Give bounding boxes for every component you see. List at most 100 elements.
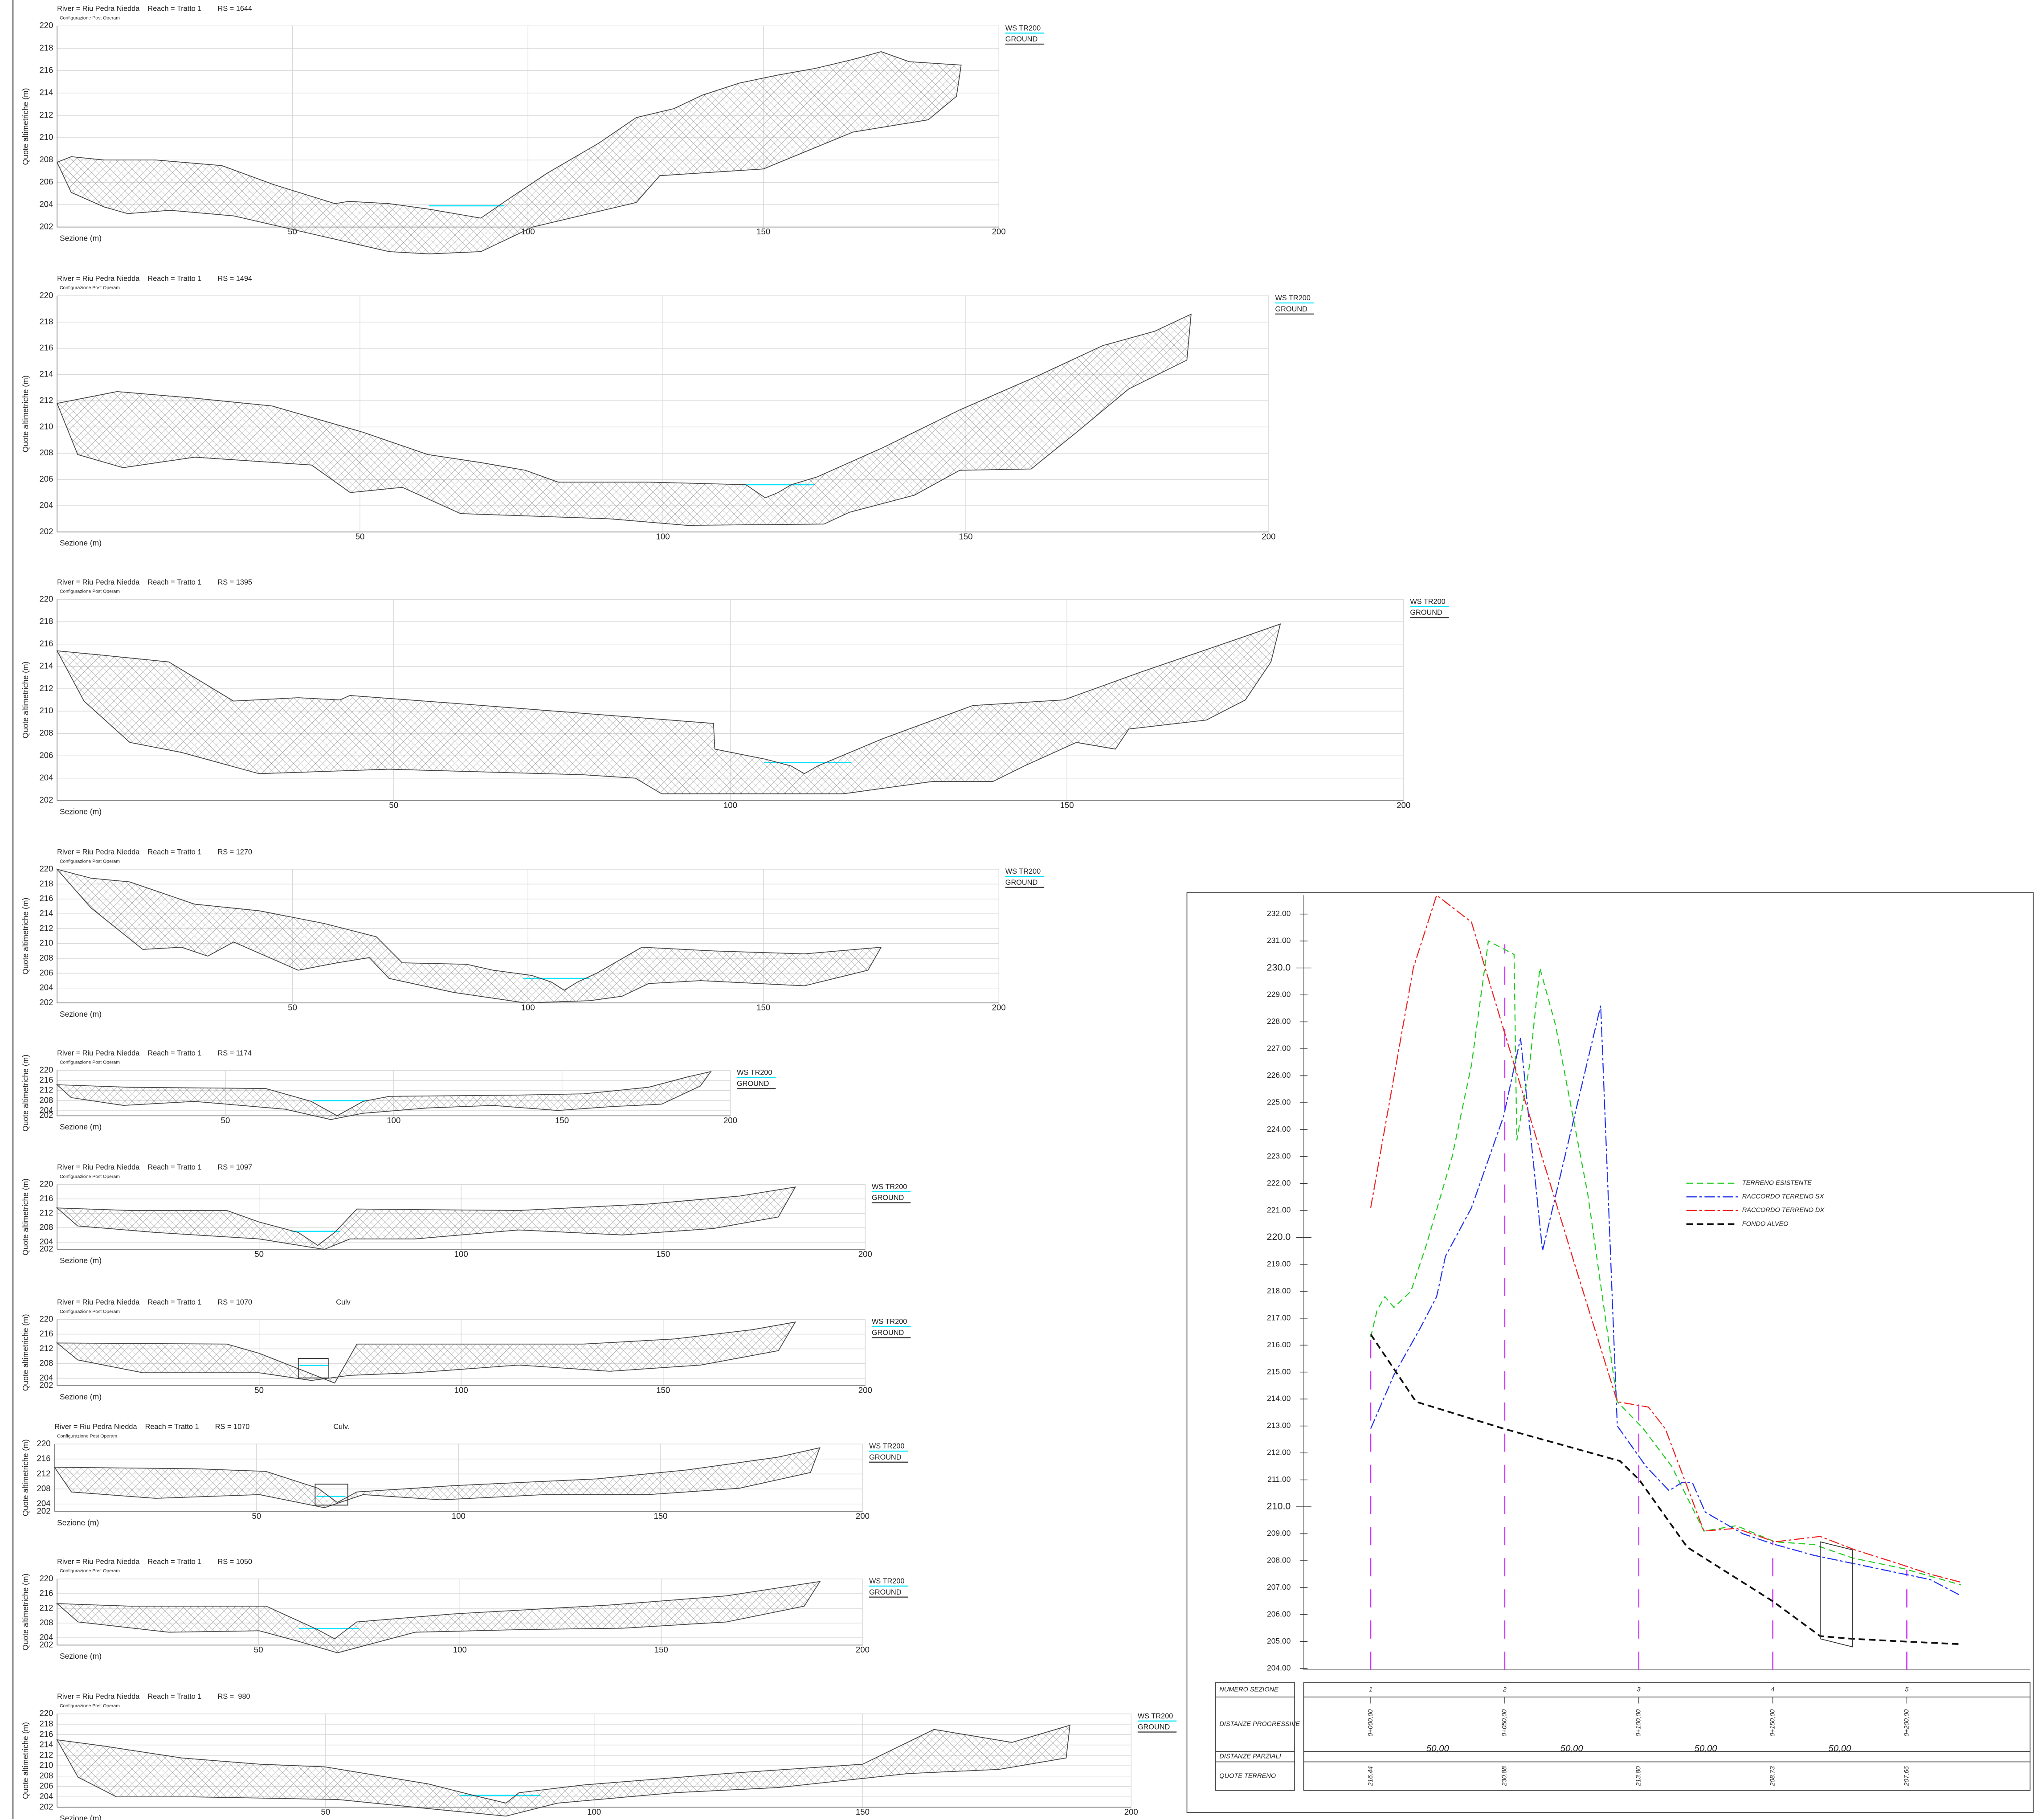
cross-section-chart: River = Riu Pedra Niedda Reach = Tratto … [21,578,1449,816]
partial-distance: 50,00 [1829,1744,1852,1754]
chart-title: River = Riu Pedra Niedda Reach = Tratto … [57,1558,252,1566]
annotation: Culv [336,1298,351,1306]
x-tick-label: 50 [254,1386,264,1395]
y-tick-label: 208.00 [1267,1556,1291,1565]
section-number: 4 [1771,1686,1775,1693]
y-tick-label: 220 [39,1314,53,1323]
chart-title: River = Riu Pedra Niedda Reach = Tratto … [57,1163,252,1171]
ground-level-label: 230.88 [1501,1766,1508,1787]
y-tick-label: 209.00 [1267,1529,1291,1538]
ground-section [56,1071,712,1120]
chart-title: River = Riu Pedra Niedda Reach = Tratto … [57,578,252,586]
legend-label: GROUND [1410,609,1442,617]
y-tick-label: 213.00 [1267,1421,1291,1430]
y-axis-label: Quote altimetriche (m) [21,662,30,739]
y-tick-label: 210 [39,706,53,715]
y-tick-label: 221.00 [1267,1205,1291,1214]
y-tick-label: 220 [39,864,53,873]
partial-distance: 50,00 [1426,1744,1450,1754]
cross-section-chart: River = Riu Pedra Niedda Reach = Tratto … [21,274,1314,548]
y-axis-label: Quote altimetriche (m) [21,1439,30,1516]
chart-subtitle: Configurazione Post Operam [60,1569,120,1574]
x-tick-label: 150 [654,1645,668,1654]
y-tick-label: 202 [39,1244,53,1253]
y-axis-label: Quote altimetriche (m) [21,1574,30,1651]
y-tick-label: 216 [39,1075,53,1084]
x-tick-label: 50 [221,1116,230,1125]
y-tick-label: 204 [37,1499,50,1508]
table-label-frame [1215,1682,1295,1791]
chart-subtitle: Configurazione Post Operam [60,1174,120,1179]
cross-section-chart: River = Riu Pedra Niedda Reach = Tratto … [21,1163,911,1265]
culvert [298,1358,329,1378]
legend-label: WS TR200 [1005,867,1041,875]
profile-chart: 204.00 205.00 206.00 207.00 208.00 209.00 210.… [1186,892,2034,1813]
y-tick-label: 220 [37,1439,50,1448]
y-tick-label: 218 [39,616,53,626]
x-tick-label: 200 [723,1116,737,1125]
y-tick-label: 220 [39,1179,53,1189]
x-tick-label: 200 [992,1003,1006,1012]
y-tick-label: 204 [39,1105,53,1115]
x-tick-label: 50 [389,800,398,810]
y-tick-label: 214 [39,908,53,918]
cross-section-chart: River = Riu Pedra Niedda Reach = Tratto … [21,1693,1177,1820]
x-tick-label: 200 [1397,800,1410,810]
annotation: Culv. [333,1423,349,1431]
y-tick-label: 208 [39,1223,53,1232]
y-tick-label: 212.00 [1267,1448,1291,1457]
y-tick-label: 220.0 [1267,1231,1291,1242]
y-tick-label: 204 [39,1373,53,1382]
y-tick-label: 206 [39,750,53,760]
y-tick-label: 206 [39,177,53,186]
x-tick-label: 150 [1060,800,1074,810]
y-tick-label: 214 [39,88,53,97]
legend-label: GROUND [869,1453,901,1461]
y-tick-label: 208 [39,155,53,164]
x-tick-label: 200 [992,227,1006,236]
y-tick-label: 204 [39,1632,53,1642]
chart-subtitle: Configurazione Post Operam [60,16,120,21]
legend-label: GROUND [1005,35,1037,43]
x-tick-label: 100 [454,1386,468,1395]
x-axis-label: Sezione (m) [60,233,102,242]
x-tick-label: 200 [856,1511,870,1521]
y-tick-label: 217.00 [1267,1313,1291,1322]
y-tick-label: 202 [39,1640,53,1649]
x-axis-label: Sezione (m) [60,1652,102,1660]
cross-section-chart: River = Riu Pedra Niedda Reach = Tratto … [21,1423,908,1527]
table-row-label: NUMERO SEZIONE [1219,1686,1278,1693]
y-tick-label: 212 [39,1603,53,1612]
y-tick-label: 212 [39,923,53,932]
x-axis-label: Sezione (m) [60,1256,102,1265]
legend-label: RACCORDO TERRENO SX [1742,1193,1825,1200]
y-tick-label: 215.00 [1267,1367,1291,1376]
y-tick-label: 212 [39,1750,53,1759]
profile-line [1370,1333,1961,1645]
y-axis-label: Quote altimetriche (m) [21,88,30,165]
y-tick-label: 225.00 [1267,1098,1291,1107]
ground-section [53,1447,821,1508]
x-tick-label: 150 [756,227,770,236]
y-tick-label: 202 [39,1110,53,1120]
y-tick-label: 223.00 [1267,1151,1291,1160]
section-number: 2 [1503,1686,1507,1693]
y-tick-label: 218.00 [1267,1286,1291,1295]
progressive-distance: 0+200,00 [1903,1710,1910,1737]
y-tick-label: 204 [39,983,53,992]
cross-section-chart: River = Riu Pedra Niedda Reach = Tratto … [21,1049,776,1132]
y-tick-label: 210 [39,1760,53,1770]
y-tick-label: 218 [39,879,53,888]
chart-title: River = Riu Pedra Niedda Reach = Tratto … [57,848,252,856]
progressive-distance: 0+100,00 [1635,1710,1642,1737]
section-number: 1 [1369,1686,1372,1693]
ground-level-label: 216.44 [1367,1766,1374,1787]
x-tick-label: 50 [321,1807,331,1816]
ground-section [56,1581,821,1653]
x-tick-label: 150 [856,1807,870,1816]
y-tick-label: 212 [39,1343,53,1353]
ground-section [56,1321,796,1384]
y-tick-label: 212 [39,110,53,119]
y-tick-label: 205.00 [1267,1636,1291,1645]
table-row-label: DISTANZE PROGRESSIVE [1219,1721,1300,1728]
